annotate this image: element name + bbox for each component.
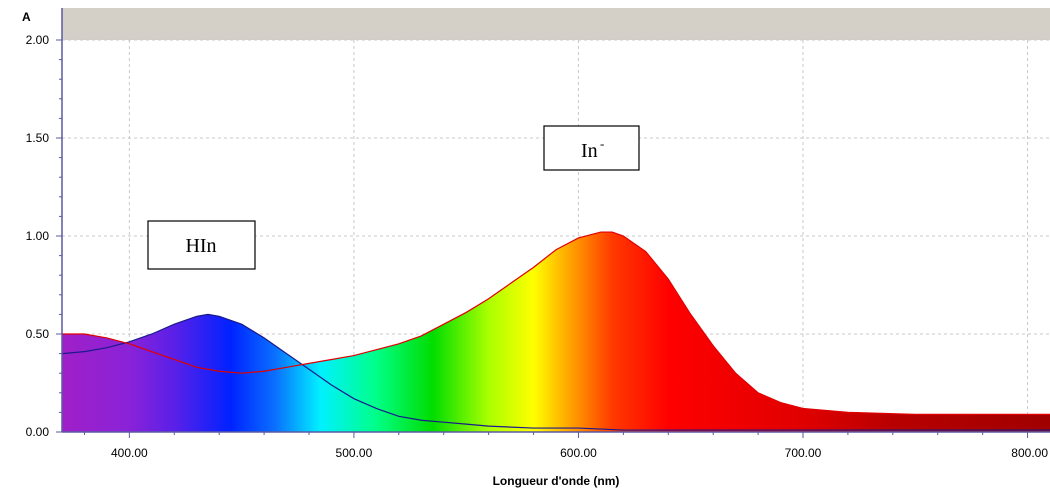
annotation-in-box (543, 125, 640, 171)
chart-header-band (62, 8, 1050, 40)
axes (56, 8, 1050, 438)
y-tick-label: 0.50 (26, 327, 50, 341)
annotation-hin-box (147, 220, 256, 270)
spectrum-fill-area (62, 232, 1050, 432)
y-tick-label: 1.00 (26, 229, 50, 243)
y-tick-label: 0.00 (26, 425, 50, 439)
y-tick-label: 2.00 (26, 33, 50, 47)
tick-labels: 0.00 0.50 1.00 1.50 2.00 400.00 500.00 600.00 70… (26, 33, 1049, 460)
series-line-hin (62, 313, 1050, 431)
series-lines (62, 231, 1050, 431)
x-tick-label: 600.00 (560, 446, 597, 460)
x-tick-label: 500.00 (336, 446, 373, 460)
x-tick-label: 400.00 (111, 446, 148, 460)
annotation-hin: HIn (147, 220, 256, 270)
annotation-in: In - (543, 125, 640, 171)
spectrum-fill (62, 232, 1050, 432)
annotation-hin-label: HIn (185, 235, 216, 257)
x-tick-label: 800.00 (1011, 446, 1048, 460)
annotation-in-label: In (581, 140, 598, 162)
x-axis-title: Longueur d'onde (nm) (493, 474, 620, 488)
annotation-in-superscript: - (600, 136, 604, 151)
y-axis-title: A (22, 10, 31, 24)
y-tick-label: 1.50 (26, 131, 50, 145)
x-tick-label: 700.00 (785, 446, 822, 460)
series-line-in (62, 231, 1050, 415)
